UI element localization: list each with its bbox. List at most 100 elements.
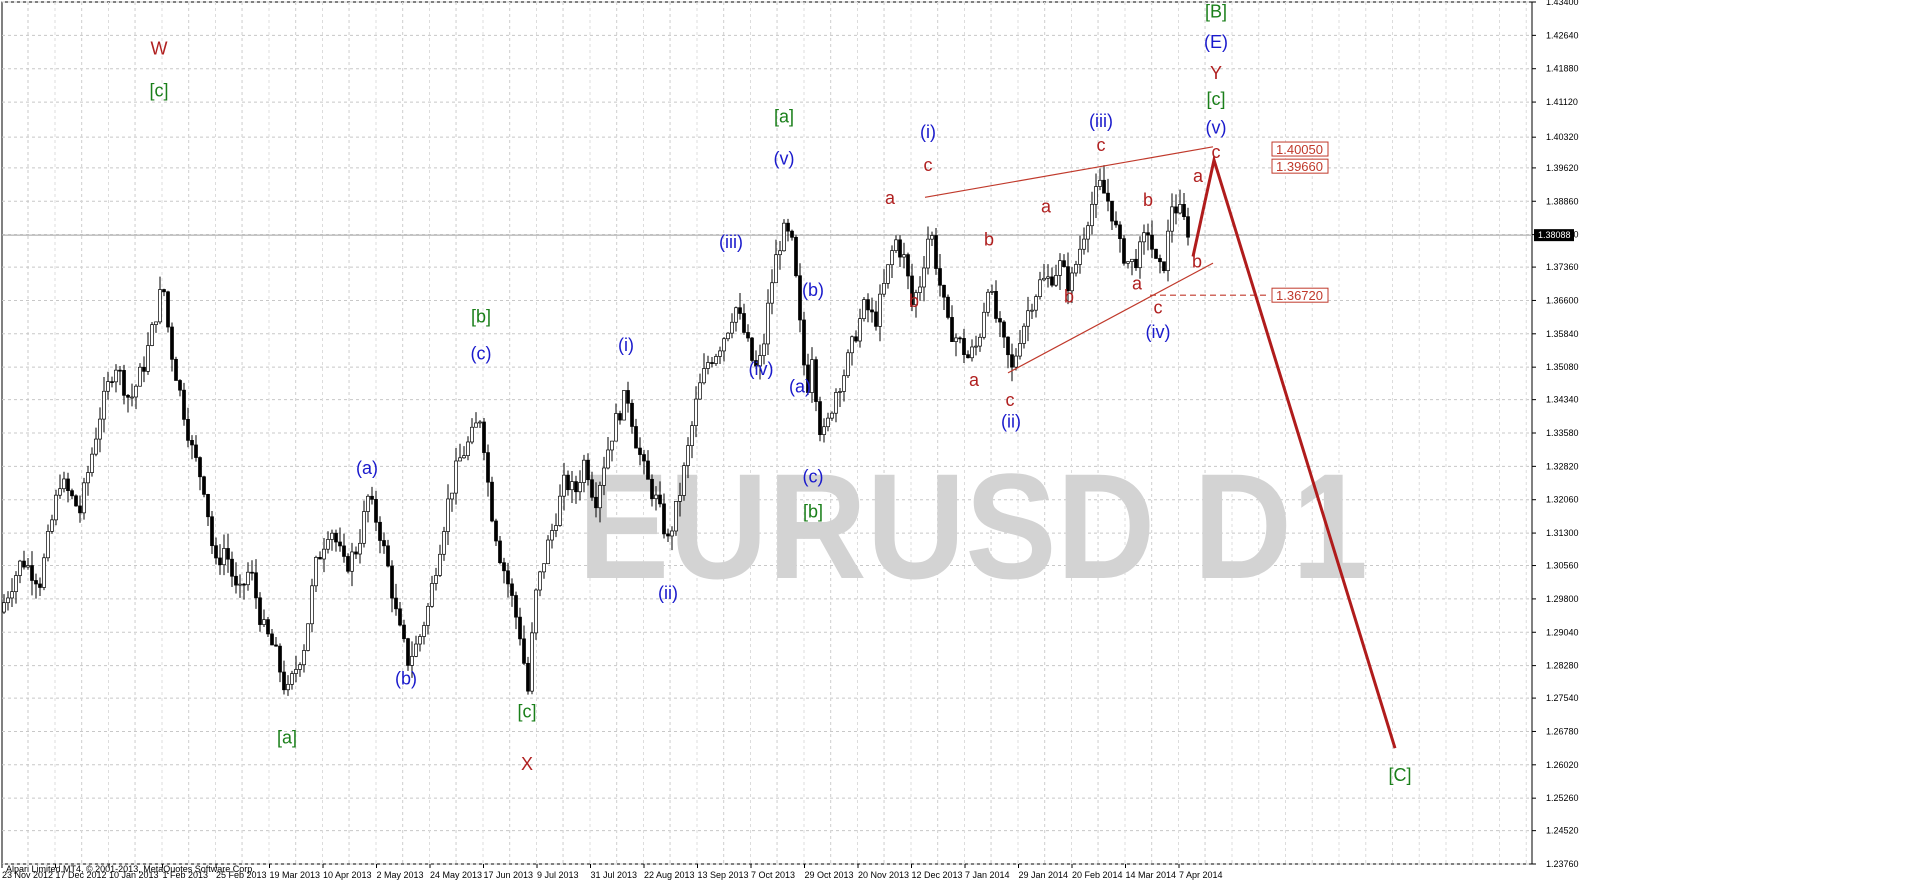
candle-body <box>54 494 58 521</box>
y-tick-label: 1.35840 <box>1546 329 1579 339</box>
candle-body <box>182 389 186 420</box>
candle-body <box>210 516 214 547</box>
x-tick-label: 24 May 2013 <box>430 870 482 880</box>
candle-body <box>58 488 62 496</box>
wave-label: a <box>885 188 896 208</box>
candle-body <box>638 447 642 455</box>
copyright-text: Alpari Limited MT4, © 2001-2013, MetaQuo… <box>6 864 255 874</box>
candle-body <box>1150 234 1154 250</box>
wave-label: (E) <box>1204 32 1228 52</box>
wave-labels: W [c] [a] (a) (b) [b] (c) [c] X (i) (ii) (iii) (iv) [… <box>149 1 1411 785</box>
y-tick-label: 1.31300 <box>1546 528 1579 538</box>
price-level-box <box>1271 158 1329 174</box>
candle-body <box>938 268 942 286</box>
candle-body <box>194 444 198 458</box>
price-level-box <box>1271 141 1329 157</box>
candle-body <box>962 338 966 355</box>
candle-body <box>634 426 638 449</box>
candle-body <box>1038 279 1042 297</box>
candle-body <box>90 453 94 473</box>
candle-body <box>818 401 822 435</box>
candle-body <box>438 553 442 576</box>
time-axis[interactable]: 23 Nov 2012 17 Dec 2012 10 Jan 2013 1 Feb 2… <box>1 864 1223 880</box>
candle-body <box>774 254 778 284</box>
candle-body <box>250 571 254 574</box>
candle-body <box>814 359 818 402</box>
candle-body <box>970 346 974 359</box>
candle-body <box>366 495 370 512</box>
candle-body <box>742 313 746 333</box>
candle-body <box>170 326 174 360</box>
candle-body <box>1126 261 1130 264</box>
candle-body <box>510 583 514 596</box>
candle-body <box>882 283 886 295</box>
candle-body <box>914 292 918 306</box>
candle-body <box>594 496 598 509</box>
candle-body <box>1174 206 1178 214</box>
candle-body <box>386 545 390 567</box>
current-price-box <box>1534 229 1574 242</box>
candle-body <box>350 551 354 572</box>
candle-body <box>1070 272 1074 292</box>
candle-body <box>270 633 274 646</box>
candle-body <box>526 662 530 692</box>
y-tick-label: 1.26020 <box>1546 760 1579 770</box>
candle-body <box>106 381 110 392</box>
candle-body <box>406 638 410 666</box>
price-levels: 1.40050 1.39660 1.36720 <box>2 141 1532 303</box>
wave-label: c <box>1212 142 1221 162</box>
y-tick-label: 1.24520 <box>1546 826 1579 836</box>
x-tick-label: 20 Feb 2014 <box>1072 870 1123 880</box>
candle-body <box>1090 203 1094 227</box>
candle-body <box>1106 192 1110 202</box>
candle-body <box>94 438 98 455</box>
y-tick-label: 1.35080 <box>1546 362 1579 372</box>
candle-body <box>610 440 614 451</box>
candle-body <box>1006 336 1010 356</box>
candle-body <box>846 352 850 377</box>
y-tick-label: 1.32060 <box>1546 495 1579 505</box>
candle-body <box>1110 200 1114 222</box>
candle-body <box>926 238 930 269</box>
candle-body <box>158 289 162 323</box>
wave-label: (v) <box>1206 118 1227 138</box>
wave-label: c <box>1154 298 1163 318</box>
price-level-box <box>1271 287 1329 303</box>
candle-body <box>998 318 1002 323</box>
price-level-label: 1.39660 <box>1276 159 1323 174</box>
x-tick-label: 7 Jan 2014 <box>965 870 1010 880</box>
candle-body <box>538 571 542 591</box>
candle-body <box>66 478 70 492</box>
candle-body <box>1182 204 1186 218</box>
candle-body <box>374 499 378 523</box>
wave-label: b <box>1192 252 1202 272</box>
candle-body <box>1142 232 1146 243</box>
candle-body <box>458 457 462 462</box>
candle-body <box>598 485 602 509</box>
candle-body <box>1102 179 1106 194</box>
candle-body <box>1058 260 1062 276</box>
wave-label: (iv) <box>1146 322 1171 342</box>
candle-body <box>254 572 258 599</box>
candle-body <box>342 545 346 557</box>
y-tick-label: 1.32820 <box>1546 461 1579 471</box>
candle-body <box>854 336 858 342</box>
candle-body <box>982 311 986 338</box>
candle-body <box>582 459 586 483</box>
price-axis[interactable]: 1.43400 1.42640 1.41880 1.41120 1.40320 1.396… <box>1532 0 1579 869</box>
candle-body <box>382 540 386 547</box>
candle-body <box>910 275 914 306</box>
wave-label: Y <box>1210 63 1222 83</box>
candle-body <box>1050 276 1054 286</box>
candle-body <box>1130 258 1134 262</box>
x-tick-label: 2 May 2013 <box>377 870 424 880</box>
x-tick-label: 17 Jun 2013 <box>484 870 534 880</box>
x-tick-label: 1 Feb 2013 <box>163 870 209 880</box>
candle-body <box>1118 224 1122 239</box>
candle-body <box>298 664 302 670</box>
candle-body <box>1146 232 1150 236</box>
y-tick-label: 1.27540 <box>1546 693 1579 703</box>
candle-body <box>470 426 474 443</box>
